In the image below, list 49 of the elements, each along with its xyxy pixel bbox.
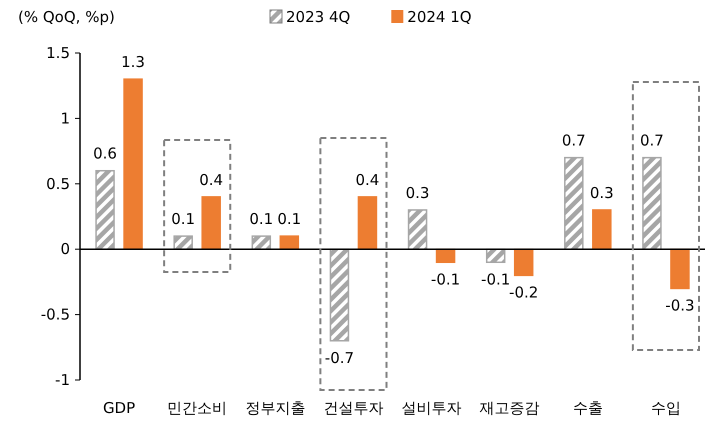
x-tick-label: 수출 [572, 399, 603, 417]
data-label: -0.2 [509, 283, 538, 302]
data-label: 1.3 [121, 53, 145, 72]
legend-label: 2023 4Q [286, 8, 350, 26]
x-tick-label: GDP [102, 399, 136, 417]
data-label: 0.7 [640, 132, 664, 150]
x-tick-label: 건설투자 [323, 399, 384, 417]
x-tick-label: 정부지출 [245, 399, 306, 417]
y-tick-label: 1.5 [46, 44, 70, 62]
bar [201, 196, 221, 250]
bar [280, 235, 300, 250]
data-label: 0.4 [356, 170, 380, 189]
data-label: 0.3 [406, 184, 430, 202]
bar [486, 248, 506, 264]
bar [592, 209, 612, 250]
y-tick-label: -0.5 [40, 306, 70, 324]
x-tick-label: 수입 [650, 399, 681, 417]
data-label: 0.1 [249, 210, 274, 228]
data-label: 0.3 [590, 184, 614, 202]
bar [670, 248, 690, 290]
bar [408, 209, 428, 250]
data-label: -0.1 [481, 270, 510, 288]
data-label: 0.7 [562, 132, 586, 150]
x-tick-label: 재고증감 [480, 399, 540, 417]
x-tick-label: 설비투자 [402, 399, 462, 417]
bar [123, 78, 143, 250]
bar [436, 248, 456, 264]
y-tick-label: 1 [60, 109, 70, 128]
legend-label: 2024 1Q [407, 8, 472, 26]
y-tick-label: 0 [60, 240, 70, 258]
bar [358, 196, 378, 250]
data-label: 0.1 [171, 210, 196, 228]
bar [642, 156, 662, 250]
bar [564, 156, 584, 250]
data-label: -0.7 [324, 348, 354, 367]
data-label: -0.3 [665, 296, 695, 314]
data-label: 0.4 [199, 170, 224, 189]
x-tick-label: 민간소비 [167, 399, 228, 417]
data-label: -0.1 [430, 270, 460, 288]
bar [514, 248, 534, 276]
y-tick-label: 0.5 [46, 174, 70, 193]
bar [330, 248, 350, 342]
y-tick-label: -1 [55, 371, 70, 389]
data-label: 0.1 [277, 210, 302, 228]
data-label: 0.6 [93, 144, 117, 163]
bar [252, 235, 272, 250]
y-axis-title: (% QoQ, %p) [18, 8, 115, 26]
bar [173, 235, 193, 250]
bar [95, 170, 115, 250]
